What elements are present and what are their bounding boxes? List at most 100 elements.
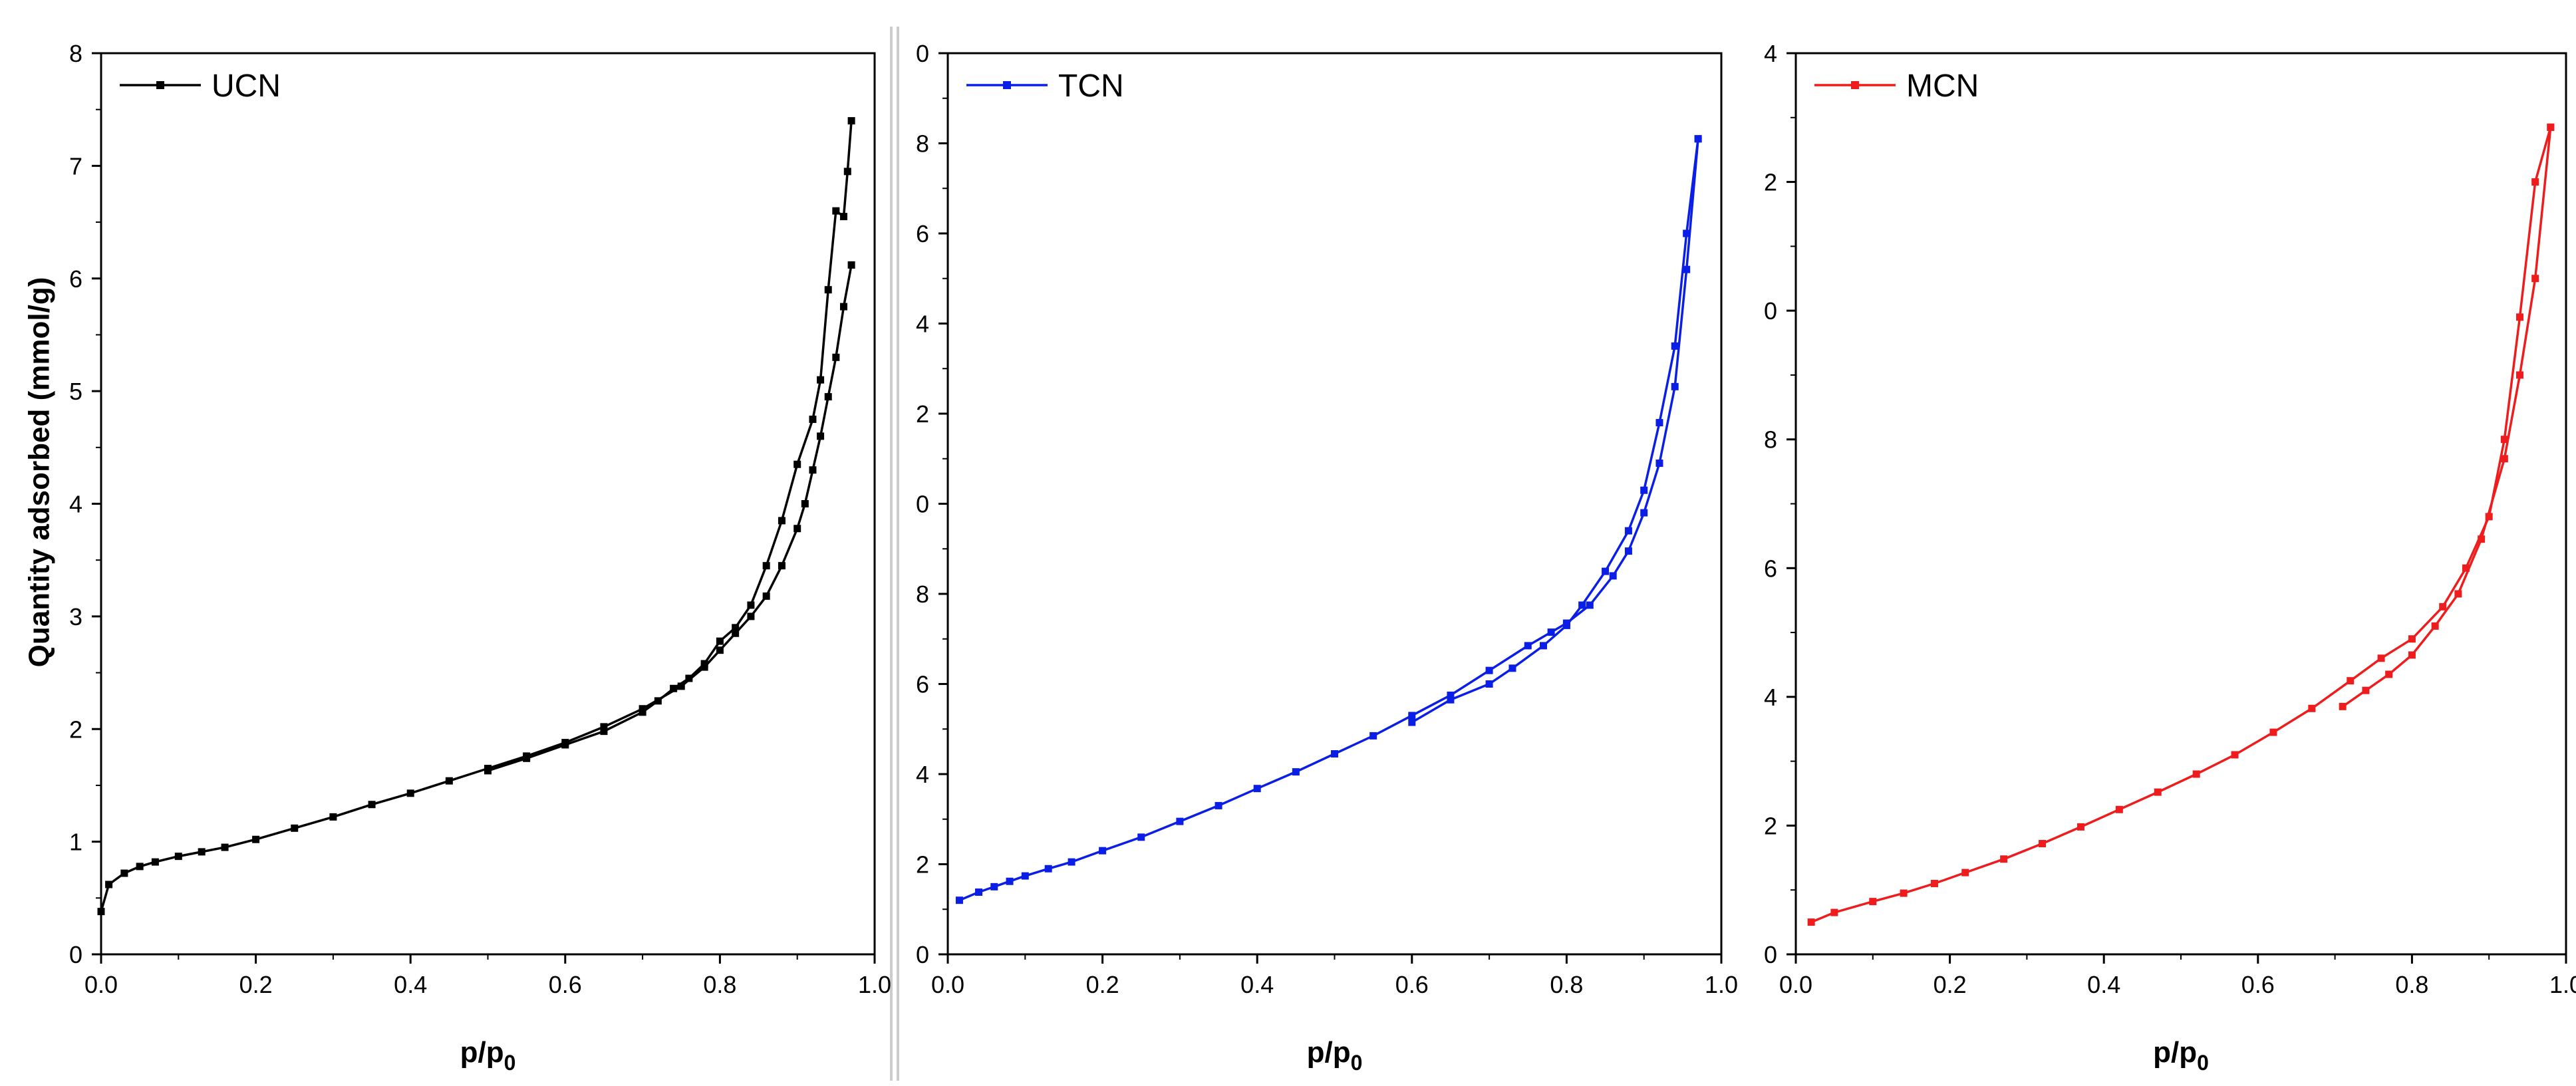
data-point <box>1578 601 1586 609</box>
data-point <box>600 723 608 731</box>
data-point <box>2431 622 2439 630</box>
y-tick-label: 6 <box>1764 555 1777 582</box>
data-point <box>2308 704 2316 712</box>
y-tick-label: 8 <box>916 130 929 158</box>
data-point <box>2531 275 2539 283</box>
data-point <box>793 525 801 533</box>
x-axis-title: p/p0 <box>460 1036 516 1075</box>
data-point <box>2362 686 2370 694</box>
series-line-ucn-desorption <box>487 120 853 772</box>
y-tick-label: 0 <box>916 40 929 67</box>
data-point <box>1961 869 1969 877</box>
y-tick-label: 8 <box>1764 426 1777 454</box>
data-point <box>329 813 337 821</box>
data-point <box>824 393 832 401</box>
data-point <box>1930 880 1938 888</box>
data-point <box>1408 718 1416 726</box>
data-point <box>2454 590 2462 598</box>
y-tick-label: 4 <box>1764 40 1777 67</box>
y-tick-label: 0 <box>1764 297 1777 325</box>
data-point <box>990 882 998 890</box>
data-point <box>832 207 840 215</box>
data-point <box>747 612 755 620</box>
data-point <box>778 562 786 570</box>
y-tick-label: 0 <box>69 941 82 968</box>
data-point <box>484 767 492 775</box>
data-point <box>817 376 825 384</box>
data-point <box>1869 898 1877 906</box>
y-tick-label: 6 <box>69 265 82 293</box>
data-point <box>1640 509 1648 517</box>
data-point <box>670 684 678 692</box>
data-point <box>1292 768 1300 776</box>
data-point <box>1006 877 1014 885</box>
data-point <box>1683 229 1691 237</box>
data-point <box>843 168 851 176</box>
data-point <box>732 629 740 637</box>
data-point <box>1562 621 1570 629</box>
x-tick-label: 1.0 <box>1705 971 1738 998</box>
data-point <box>561 741 569 749</box>
data-point <box>1694 135 1702 143</box>
x-axis-title-main: p/p <box>1307 1036 1351 1069</box>
y-tick-label: 0 <box>1764 941 1777 968</box>
x-tick-label: 0.6 <box>549 971 582 998</box>
data-point <box>2385 670 2393 678</box>
y-tick-label: 4 <box>916 311 929 338</box>
x-axis-title-main: p/p <box>2153 1036 2197 1069</box>
y-tick-label: 4 <box>1764 684 1777 711</box>
y-tick-label: 2 <box>916 400 929 428</box>
y-tick-label: 1 <box>69 829 82 856</box>
data-point <box>839 303 847 311</box>
x-tick-label: 0.0 <box>1779 971 1812 998</box>
data-point <box>2000 855 2008 863</box>
x-tick-label: 0.6 <box>1395 971 1429 998</box>
legend-label: MCN <box>1906 68 1979 104</box>
data-point <box>1586 601 1594 609</box>
data-point <box>847 117 855 125</box>
data-point <box>1624 547 1632 555</box>
y-tick-label: 0 <box>916 941 929 968</box>
data-point <box>762 592 770 600</box>
x-tick-label: 1.0 <box>2549 971 2576 998</box>
data-point <box>2439 603 2447 611</box>
data-point <box>1253 785 1261 793</box>
data-point <box>120 869 128 877</box>
data-point <box>1547 628 1555 636</box>
data-point <box>1624 527 1632 535</box>
data-point <box>1524 642 1532 650</box>
data-point <box>817 432 825 440</box>
data-point <box>600 728 608 736</box>
x-tick-label: 0.4 <box>2087 971 2120 998</box>
y-tick-label: 8 <box>916 581 929 608</box>
data-point <box>2347 677 2355 685</box>
data-point <box>824 286 832 294</box>
data-point <box>832 353 840 361</box>
data-point <box>1485 666 1493 674</box>
data-point <box>2531 178 2539 186</box>
x-tick-label: 0.0 <box>84 971 118 998</box>
data-point <box>747 601 755 609</box>
data-point <box>809 466 817 474</box>
data-point <box>1331 750 1338 758</box>
data-point <box>1408 712 1416 720</box>
y-tick-label: 0 <box>916 491 929 518</box>
x-axis-title-main: p/p <box>460 1036 504 1069</box>
data-point <box>801 500 809 507</box>
data-point <box>1485 680 1493 688</box>
data-point <box>700 660 708 668</box>
data-point <box>1540 642 1548 650</box>
data-point <box>975 888 983 896</box>
series-line-ucn-adsorption <box>100 265 853 912</box>
legend-label: UCN <box>212 68 281 104</box>
data-point <box>716 637 724 645</box>
data-point <box>1044 865 1052 873</box>
data-point <box>2500 436 2508 444</box>
data-point <box>762 562 770 570</box>
data-point <box>1655 419 1663 427</box>
data-point <box>1137 833 1145 841</box>
y-axis-title: Quantity adsorbed (mmol/g) <box>23 277 56 668</box>
y-tick-label: 4 <box>69 491 82 518</box>
